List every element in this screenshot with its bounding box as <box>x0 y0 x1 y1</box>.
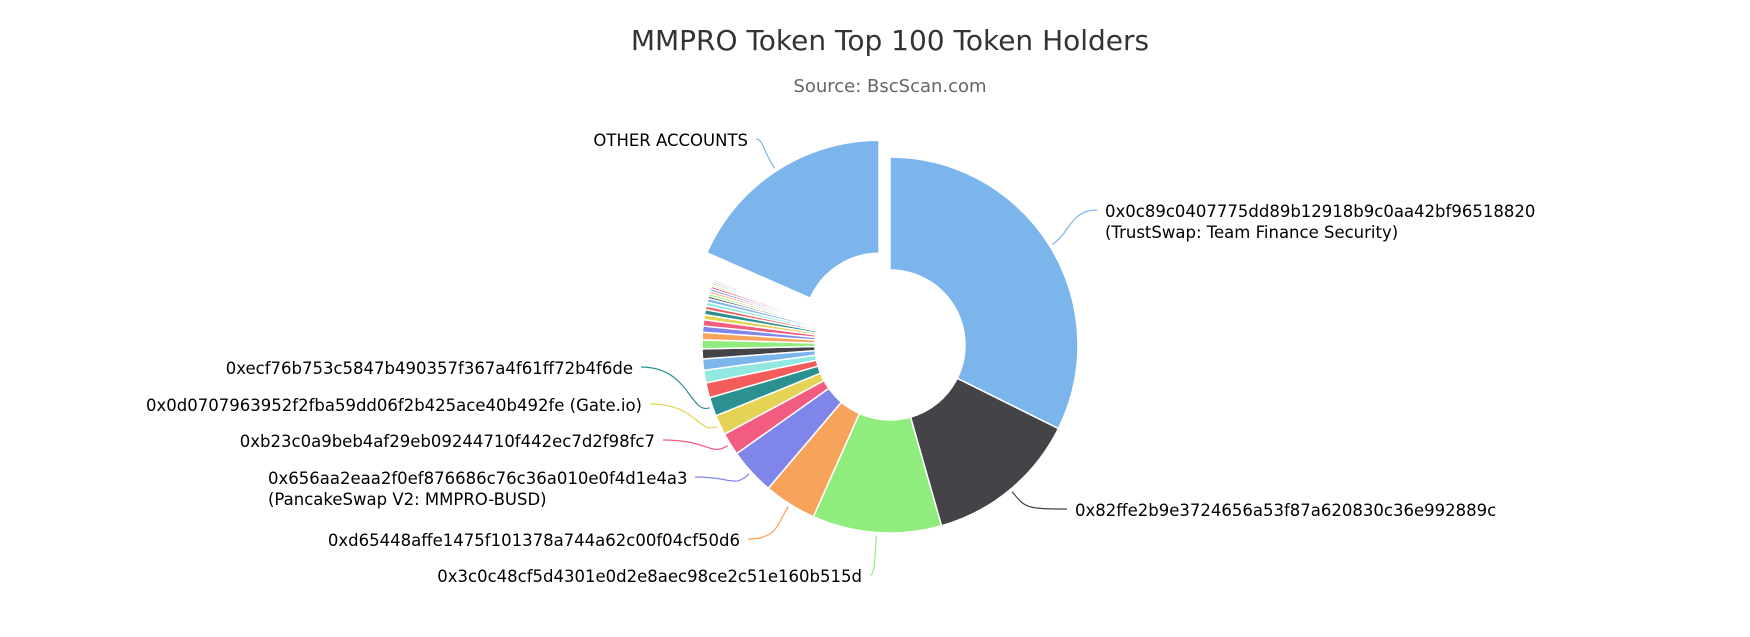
label-connector-3 <box>869 535 878 576</box>
data-label-line: 0xd65448affe1475f101378a744a62c00f04cf50… <box>328 531 740 550</box>
data-labels: 0x0c89c0407775dd89b12918b9c0aa42bf965188… <box>146 131 1535 586</box>
label-connector-2 <box>1011 491 1068 510</box>
data-label-0x3c0c48cf5d4301e0d2e8aec98ce2c51e160b51: 0x3c0c48cf5d4301e0d2e8aec98ce2c51e160b51… <box>437 567 862 586</box>
data-label-line: 0xecf76b753c5847b490357f367a4f61ff72b4f6… <box>226 359 633 378</box>
data-label-0xb23c0a9beb4af29eb09244710f442ec7d2f98f: 0xb23c0a9beb4af29eb09244710f442ec7d2f98f… <box>240 432 655 451</box>
data-label-line: 0x3c0c48cf5d4301e0d2e8aec98ce2c51e160b51… <box>437 567 862 586</box>
label-connector-8 <box>640 366 710 410</box>
data-label-0x0c89c0407775dd89b12918b9c0aa42bf965188: 0x0c89c0407775dd89b12918b9c0aa42bf965188… <box>1105 202 1535 242</box>
chart-subtitle: Source: BscScan.com <box>793 76 987 97</box>
label-connector-5 <box>694 473 750 482</box>
pie-slice-38[interactable] <box>716 268 823 317</box>
data-label-0x82ffe2b9e3724656a53f87a620830c36e99288: 0x82ffe2b9e3724656a53f87a620830c36e99288… <box>1075 501 1496 520</box>
label-connector-39 <box>755 138 776 169</box>
data-label-0x656aa2eaa2f0ef876686c76c36a010e0f4d1e4: 0x656aa2eaa2f0ef876686c76c36a010e0f4d1e4… <box>268 469 688 509</box>
data-label-other-accounts: OTHER ACCOUNTS <box>593 131 748 150</box>
pie-slices <box>701 139 1079 534</box>
label-connectors <box>640 138 1098 576</box>
label-connector-1 <box>1051 209 1098 245</box>
data-label-line: 0x82ffe2b9e3724656a53f87a620830c36e99288… <box>1075 501 1496 520</box>
data-label-line: 0x0d0707963952f2fba59dd06f2b425ace40b492… <box>146 396 642 415</box>
data-label-line: 0x656aa2eaa2f0ef876686c76c36a010e0f4d1e4… <box>268 469 688 488</box>
data-label-line: OTHER ACCOUNTS <box>593 131 748 150</box>
pie-slice-1[interactable] <box>889 156 1079 430</box>
data-label-line: 0xb23c0a9beb4af29eb09244710f442ec7d2f98f… <box>240 432 655 451</box>
data-label-0xd65448affe1475f101378a744a62c00f04cf50: 0xd65448affe1475f101378a744a62c00f04cf50… <box>328 531 740 550</box>
chart-title: MMPRO Token Top 100 Token Holders <box>630 24 1150 57</box>
data-label-0xecf76b753c5847b490357f367a4f61ff72b4f6: 0xecf76b753c5847b490357f367a4f61ff72b4f6… <box>226 359 633 378</box>
label-connector-6 <box>662 439 729 450</box>
pie-slice-39[interactable] <box>705 139 880 300</box>
label-connector-7 <box>649 403 718 429</box>
data-label-line: 0x0c89c0407775dd89b12918b9c0aa42bf965188… <box>1105 202 1535 221</box>
data-label-line: (PancakeSwap V2: MMPRO-BUSD) <box>268 490 547 509</box>
data-label-line: (TrustSwap: Team Finance Security) <box>1105 223 1398 242</box>
data-label-0x0d0707963952f2fba59dd06f2b425ace40b492: 0x0d0707963952f2fba59dd06f2b425ace40b492… <box>146 396 642 415</box>
label-connector-4 <box>747 506 789 540</box>
pie-slice-2[interactable] <box>909 377 1060 527</box>
